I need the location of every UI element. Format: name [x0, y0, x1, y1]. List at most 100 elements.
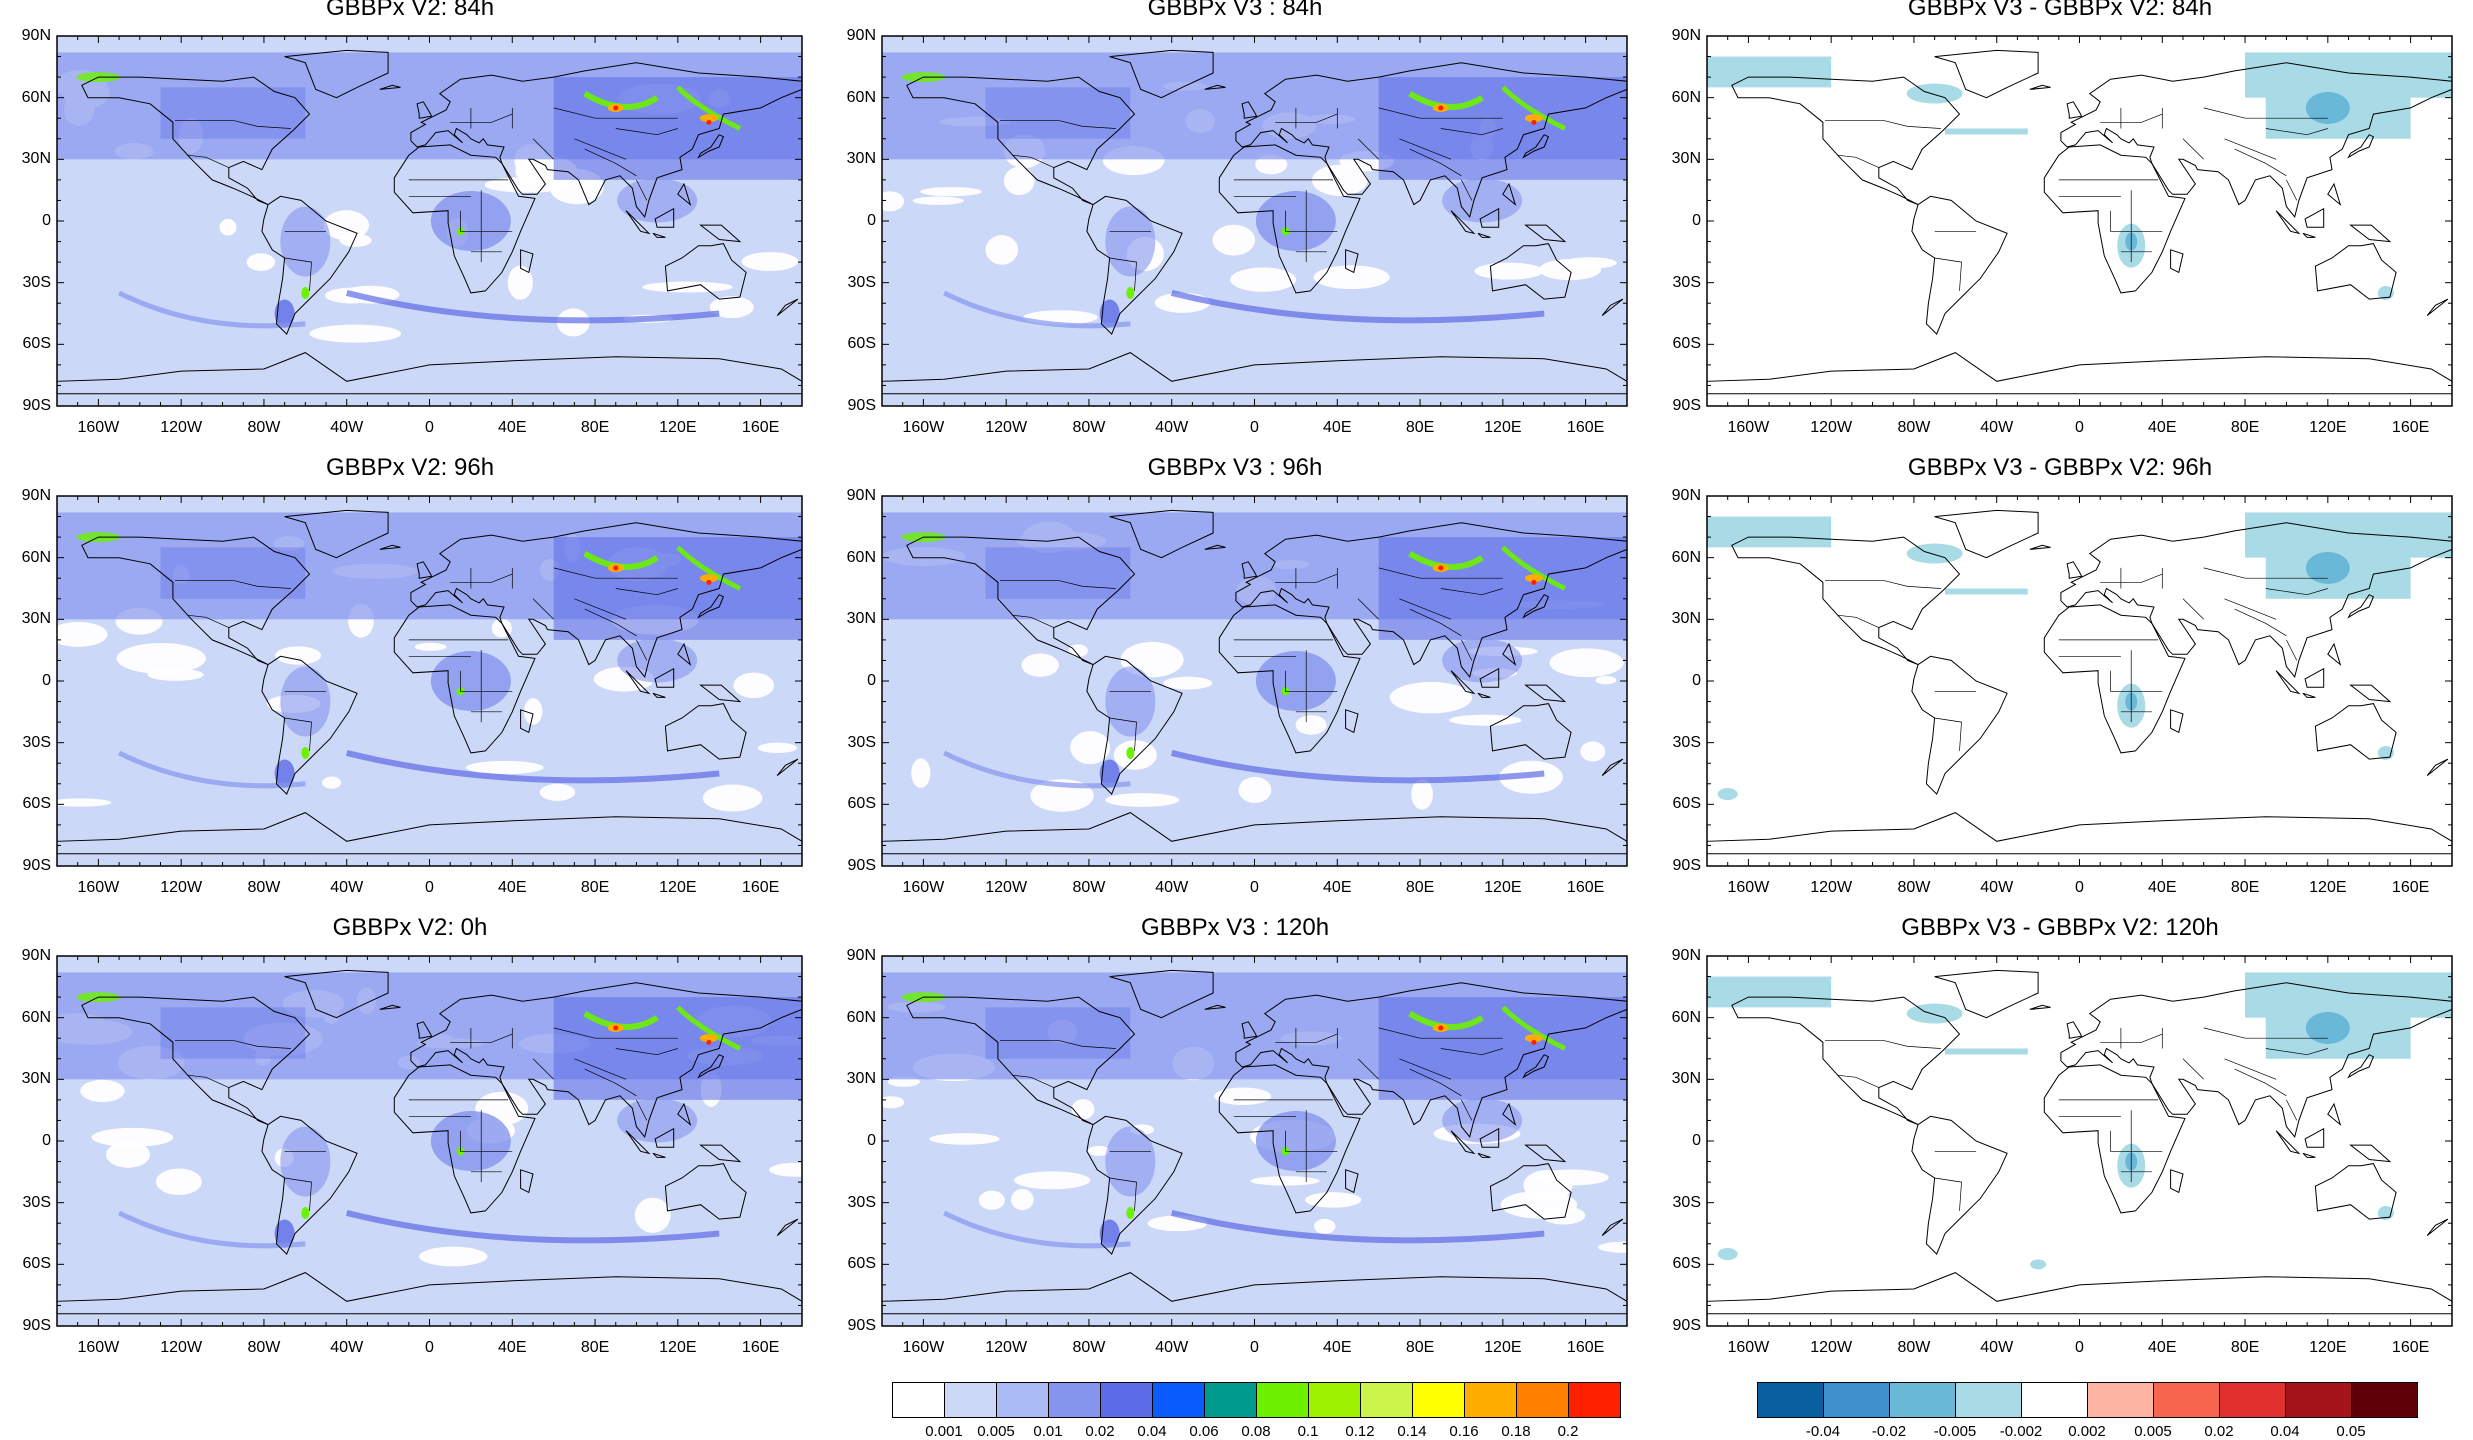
longitude-label: 160E — [741, 1339, 780, 1356]
longitude-label: 120W — [160, 1339, 203, 1356]
colorbar-label: 0.1 — [1297, 1423, 1319, 1440]
latitude-label: 90S — [1672, 397, 1701, 414]
longitude-label: 0 — [1250, 1339, 1259, 1356]
latitude-label: 30N — [846, 1070, 876, 1088]
colorbar-label: 0.04 — [1137, 1423, 1167, 1440]
colorbar-swatch — [1048, 1382, 1101, 1418]
longitude-label: 120E — [1484, 419, 1522, 436]
latitude-label: 30S — [22, 1193, 51, 1211]
panel-title: GBBPx V2: 0h — [332, 914, 488, 941]
longitude-label: 80W — [1897, 419, 1931, 436]
colorbar-label: 0.2 — [1557, 1423, 1579, 1440]
latitude-label: 0 — [1692, 1132, 1701, 1149]
latitude-label: 90S — [22, 1317, 51, 1334]
longitude-label: 160E — [741, 419, 780, 436]
colorbar-swatch — [996, 1382, 1049, 1418]
latitude-label: 60S — [22, 795, 51, 813]
longitude-label: 40W — [1155, 419, 1189, 436]
longitude-label: 80E — [580, 879, 610, 896]
longitude-label: 160E — [1566, 419, 1605, 436]
longitude-label: 120E — [1484, 879, 1522, 896]
colorbar-label: -0.002 — [1999, 1423, 2043, 1440]
latitude-label: 0 — [867, 1132, 876, 1149]
map-panel-4: GBBPx V2: 96h 90N 60N 30N 0 30S 60S 90S 160W 120W… — [0, 454, 820, 920]
latitude-label: 30S — [1672, 1193, 1701, 1211]
difference-colorbar: -0.04 -0.02 -0.005 -0.002 0.002 0.005 0.02 0.04… — [1757, 1382, 2418, 1440]
latitude-label: 30N — [846, 150, 876, 168]
longitude-label: 120W — [160, 879, 203, 896]
longitude-label: 120W — [1810, 419, 1853, 436]
colorbar-label: 0.14 — [1397, 1423, 1427, 1440]
longitude-label: 40W — [1980, 1339, 2014, 1356]
panel-title: GBBPx V2: 96h — [325, 454, 495, 481]
longitude-label: 40W — [330, 419, 364, 436]
latitude-label: 0 — [867, 672, 876, 689]
latitude-label: 0 — [42, 672, 51, 689]
longitude-label: 40W — [330, 879, 364, 896]
longitude-label: 40E — [498, 419, 527, 436]
longitude-label: 0 — [2075, 879, 2084, 896]
panel-title: GBBPx V3 - GBBPx V2: 96h — [1907, 454, 2213, 481]
world-map — [42, 955, 820, 1327]
longitude-label: 120E — [1484, 1339, 1522, 1356]
longitude-label: 40W — [1155, 1339, 1189, 1356]
longitude-label: 80E — [2230, 879, 2260, 896]
panel-title: GBBPx V3 - GBBPx V2: 120h — [1901, 914, 2219, 941]
latitude-label: 60S — [1672, 795, 1701, 813]
latitude-label: 90N — [846, 947, 876, 964]
latitude-label: 30S — [847, 733, 876, 751]
colorbar-label: 0.08 — [1241, 1423, 1271, 1440]
colorbar-swatch — [1360, 1382, 1413, 1418]
longitude-label: 80W — [247, 1339, 281, 1356]
longitude-label: 80E — [580, 419, 610, 436]
latitude-label: 30S — [847, 1193, 876, 1211]
longitude-label: 120W — [985, 419, 1028, 436]
longitude-label: 40E — [2148, 879, 2177, 896]
longitude-label: 160W — [77, 879, 120, 896]
latitude-label: 60S — [22, 335, 51, 353]
colorbar-swatch — [1516, 1382, 1569, 1418]
colorbar-swatch — [892, 1382, 945, 1418]
colorbar-label: 0.05 — [2336, 1423, 2366, 1440]
map-panel-1: GBBPx V2: 84h 90N 60N 30N 0 30S 60S 90S 160W 120W… — [0, 0, 820, 460]
latitude-label: 30S — [22, 733, 51, 751]
colorbar-label: 0.01 — [1033, 1423, 1063, 1440]
latitude-label: 90N — [1671, 27, 1701, 44]
latitude-label: 0 — [1692, 212, 1701, 229]
colorbar-label: 0.005 — [977, 1423, 1015, 1440]
longitude-label: 80E — [1405, 879, 1435, 896]
panel-title: GBBPx V3 : 84h — [1147, 0, 1323, 21]
panel-title: GBBPx V3 : 120h — [1140, 914, 1330, 941]
colorbar-swatch — [944, 1382, 997, 1418]
latitude-label: 90N — [21, 487, 51, 504]
latitude-label: 60N — [846, 88, 876, 106]
latitude-label: 90S — [847, 397, 876, 414]
latitude-label: 30N — [1671, 1070, 1701, 1088]
latitude-label: 90S — [847, 857, 876, 874]
world-map — [881, 495, 1628, 867]
latitude-label: 0 — [42, 212, 51, 229]
colorbar-label: 0.02 — [2204, 1423, 2234, 1440]
latitude-label: 30N — [1671, 150, 1701, 168]
longitude-label: 80W — [1072, 419, 1106, 436]
longitude-label: 0 — [2075, 419, 2084, 436]
longitude-label: 160E — [1566, 1339, 1605, 1356]
longitude-label: 160W — [1727, 879, 1770, 896]
longitude-label: 80W — [1072, 1339, 1106, 1356]
longitude-label: 80W — [1072, 879, 1106, 896]
colorbar-label: 0.04 — [2270, 1423, 2300, 1440]
longitude-label: 120W — [1810, 1339, 1853, 1356]
colorbar-swatch — [1100, 1382, 1153, 1418]
colorbar-label: 0.005 — [2134, 1423, 2172, 1440]
latitude-label: 90S — [1672, 1317, 1701, 1334]
longitude-label: 160W — [1727, 1339, 1770, 1356]
latitude-label: 60N — [21, 548, 51, 566]
map-panel-6: GBBPx V3 - GBBPx V2: 96h 90N 60N 30N 0 30S 60S… — [1650, 454, 2470, 920]
colorbar-swatch — [1955, 1382, 2022, 1418]
latitude-label: 60S — [847, 1255, 876, 1273]
colorbar-label: 0.001 — [925, 1423, 963, 1440]
latitude-label: 60N — [846, 548, 876, 566]
latitude-label: 30N — [846, 610, 876, 628]
longitude-label: 120E — [659, 879, 697, 896]
longitude-label: 120E — [659, 419, 697, 436]
